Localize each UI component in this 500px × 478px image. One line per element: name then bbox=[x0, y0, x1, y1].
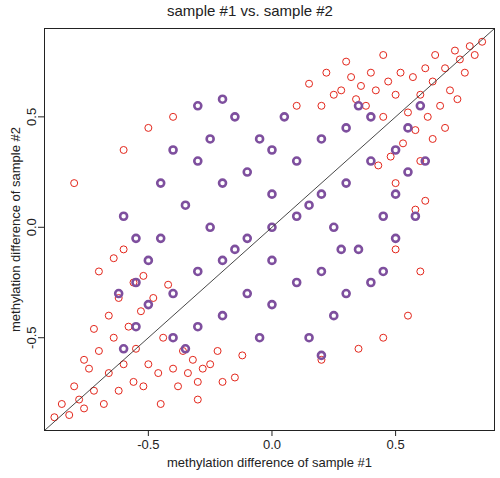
svg-text:methylation difference of samp: methylation difference of sample #2 bbox=[8, 127, 23, 332]
svg-text:0.0: 0.0 bbox=[24, 218, 39, 236]
html-text:sample #1 vs. sample #2: sample #1 vs. sample #2 bbox=[167, 2, 333, 19]
svg-text:0.5: 0.5 bbox=[387, 437, 405, 452]
svg-text:methylation difference of samp: methylation difference of sample #1 bbox=[167, 455, 372, 470]
svg-text:-0.5: -0.5 bbox=[24, 327, 39, 349]
svg-text:-0.5: -0.5 bbox=[137, 437, 159, 452]
svg-text:0.5: 0.5 bbox=[24, 108, 39, 126]
svg-text:0.0: 0.0 bbox=[263, 437, 281, 452]
